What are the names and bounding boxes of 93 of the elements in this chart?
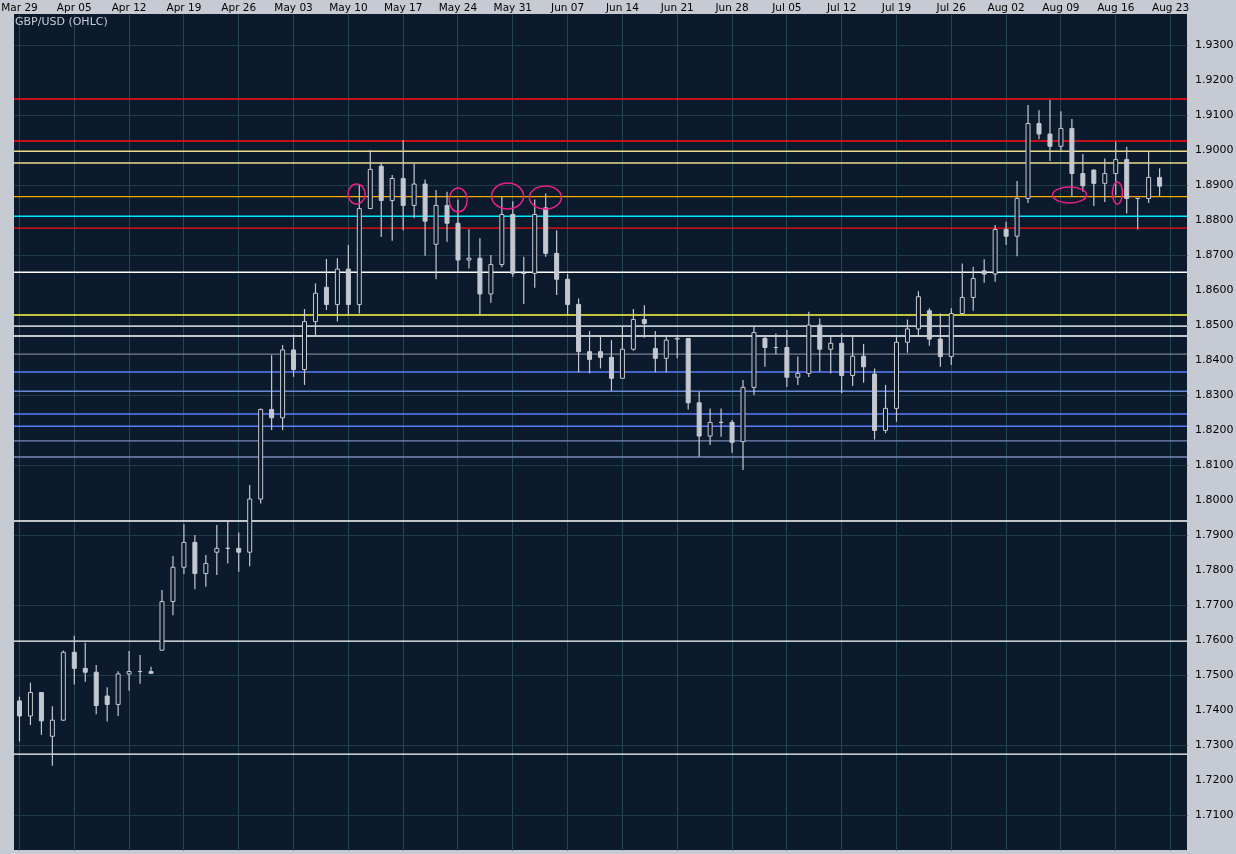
y-tick-label: 1.8600 [1195,283,1234,297]
candlestick [269,354,275,431]
candlestick [652,330,658,373]
candlestick [389,174,395,242]
x-tick-label: May 17 [383,0,423,13]
candlestick [126,650,132,692]
x-tick-label: Jun 14 [604,0,640,13]
candlestick [795,355,801,386]
candlestick [1080,153,1086,193]
candlestick [1058,110,1064,152]
candlestick [1036,109,1042,140]
candlestick [762,334,768,368]
candlestick [1102,157,1108,203]
candlestick [883,384,889,434]
x-tick-label: Jun 28 [714,0,749,13]
y-tick-label: 1.7600 [1195,633,1234,647]
candlestick [1157,167,1163,197]
y-tick-label: 1.7500 [1195,668,1234,682]
x-tick-label: Jul 19 [880,0,912,13]
candlestick [674,336,680,359]
y-tick-label: 1.8300 [1195,388,1234,402]
candlestick [850,336,856,387]
candlestick [82,642,88,683]
candlestick [27,682,33,726]
candlestick [904,318,910,354]
y-tick-label: 1.8200 [1195,423,1234,437]
candlestick [466,228,472,269]
x-tick-label: Mar 29 [1,0,38,13]
candlestick [981,258,987,284]
candlestick [828,334,834,374]
y-tick-label: 1.8900 [1195,178,1234,192]
y-tick-label: 1.8500 [1195,318,1234,332]
candlestick [970,266,976,312]
y-tick-label: 1.8100 [1195,458,1234,472]
y-tick-label: 1.7300 [1195,738,1234,752]
y-tick-label: 1.9300 [1195,38,1234,52]
y-tick-label: 1.8700 [1195,248,1234,262]
y-tick-label: 1.7100 [1195,808,1234,822]
candlestick [959,262,965,315]
candlestick [323,258,329,311]
candlestick [1146,151,1152,204]
x-tick-label: Jun 07 [550,0,585,13]
candlestick [729,419,735,454]
candlestick [663,334,669,373]
candlestick [598,336,603,370]
x-tick-label: Jul 26 [935,0,967,13]
y-tick-label: 1.7200 [1195,773,1234,787]
candlestick [1003,221,1009,246]
candlestick [203,554,209,588]
chart-title: GBP/USD (OHLC) [15,15,108,28]
candlestick [1113,141,1119,196]
x-tick-label: Jul 05 [771,0,802,13]
y-tick-label: 1.7800 [1195,563,1234,577]
x-tick-label: Apr 05 [56,0,92,13]
candlestick [1091,168,1097,207]
x-tick-label: Apr 26 [221,0,257,13]
candlestick [444,191,450,243]
candlestick [49,705,55,767]
candlestick [104,686,110,723]
y-tick-label: 1.7900 [1195,528,1234,542]
candlestick [291,333,297,378]
y-tick-label: 1.7700 [1195,598,1234,612]
y-tick-label: 1.9100 [1195,108,1234,122]
candlestick [71,635,77,686]
x-tick-label: Apr 12 [111,0,147,13]
x-tick-label: Aug 23 [1151,0,1190,13]
y-tick-label: 1.8000 [1195,493,1234,507]
y-tick-label: 1.9000 [1195,143,1234,157]
candlestick [707,407,713,446]
x-tick-label: Aug 16 [1097,0,1135,13]
x-tick-label: Apr 19 [166,0,202,13]
x-tick-label: May 03 [274,0,313,13]
candlestick [1047,99,1053,162]
x-tick-label: May 31 [493,0,532,13]
y-tick-label: 1.7400 [1195,703,1234,717]
y-tick-label: 1.9200 [1195,73,1234,87]
x-tick-label: May 10 [329,0,368,13]
candlestick [608,339,614,392]
candlestick [641,304,647,339]
x-tick-label: Aug 02 [987,0,1025,13]
candlestick [861,343,867,384]
x-tick-label: Jun 21 [659,0,694,13]
y-tick-label: 1.8800 [1195,213,1234,227]
candlestick [214,524,220,576]
x-tick-label: Aug 09 [1042,0,1080,13]
x-tick-label: May 24 [438,0,478,13]
candlestick [937,312,943,368]
y-tick-label: 1.8400 [1195,353,1234,367]
x-tick-label: Jul 12 [825,0,857,13]
candlestick [587,330,593,374]
candlestick [16,696,22,743]
candlestick [236,532,242,573]
candlestick [411,162,417,219]
